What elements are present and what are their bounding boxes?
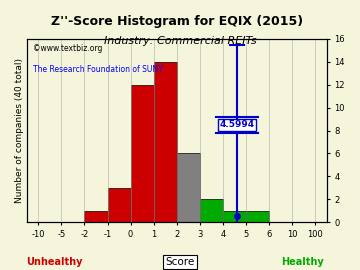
Bar (200, 199, 223, 222)
Text: The Research Foundation of SUNY: The Research Foundation of SUNY (33, 65, 162, 73)
Bar (154, 62, 177, 222)
Text: Industry: Commercial REITs: Industry: Commercial REITs (104, 36, 256, 46)
Bar (177, 153, 200, 222)
Text: Score: Score (165, 257, 195, 267)
Text: ©www.textbiz.org: ©www.textbiz.org (33, 44, 102, 53)
Text: 4.5994: 4.5994 (219, 120, 254, 129)
Bar (85, 211, 108, 222)
Bar (246, 211, 269, 222)
Text: Healthy: Healthy (281, 257, 324, 267)
Y-axis label: Number of companies (40 total): Number of companies (40 total) (15, 58, 24, 203)
Text: Unhealthy: Unhealthy (26, 257, 82, 267)
Bar (131, 85, 154, 222)
Title: Z''-Score Histogram for EQIX (2015): Z''-Score Histogram for EQIX (2015) (51, 15, 303, 28)
Bar (108, 188, 131, 222)
Bar (223, 211, 246, 222)
